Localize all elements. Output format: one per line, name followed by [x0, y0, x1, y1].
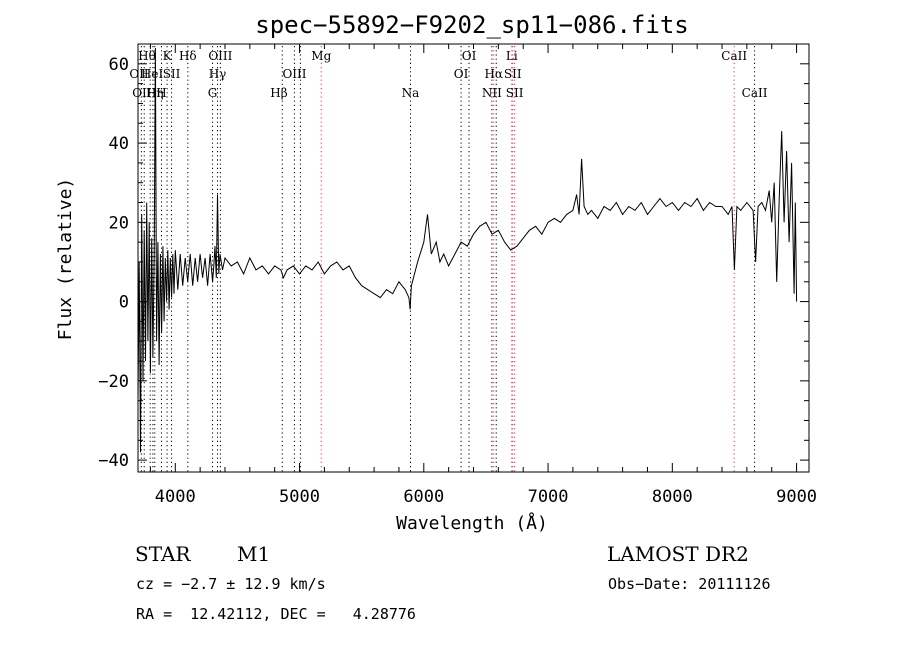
spectral-line-label: CaII	[742, 86, 768, 100]
spectral-line-label: SII	[504, 67, 522, 81]
spectral-line-label: G	[208, 86, 218, 100]
spectral-line-label: Na	[402, 86, 420, 100]
spectral-line-label: CaII	[721, 49, 747, 63]
x-tick-label: 5000	[279, 487, 320, 507]
y-tick-label: 40	[109, 134, 129, 154]
redshift-text: cz = −2.7 ± 12.9 km/s	[136, 575, 326, 593]
x-tick-label: 4000	[155, 487, 196, 507]
y-tick-label: 0	[119, 293, 129, 313]
spectral-line-label: Hα	[484, 67, 503, 81]
chart-title: spec−55892−F9202_sp11−086.fits	[255, 11, 688, 39]
spectral-line-label: NII	[482, 86, 502, 100]
class-label: STAR	[135, 542, 191, 566]
x-tick-label: 6000	[403, 487, 444, 507]
spectral-line-label: OI	[462, 49, 477, 63]
y-axis-label: Flux (relative)	[55, 178, 76, 341]
spectral-line-label: Hγ	[209, 67, 227, 81]
obs-date-text: Obs−Date: 20111126	[608, 575, 771, 593]
x-tick-label: 9000	[776, 487, 817, 507]
spectral-line-label: OIII	[208, 49, 232, 63]
spectral-line-label: OII	[129, 67, 149, 81]
subclass-label: M1	[237, 542, 271, 566]
y-tick-label: 60	[109, 55, 129, 75]
y-tick-label: 20	[109, 213, 129, 233]
y-tick-label: −20	[98, 372, 129, 392]
spectral-line-label: OII	[132, 86, 152, 100]
spectral-line-label: HeI	[141, 67, 164, 81]
spectral-line-label: SII	[163, 67, 181, 81]
y-tick-label: −40	[98, 451, 129, 471]
spectral-line-label: H	[156, 86, 166, 100]
spectral-line-label: OI	[454, 67, 469, 81]
spectral-line-label: Hδ	[179, 49, 197, 63]
spectral-line-label: Hθ	[138, 49, 156, 63]
spectrum-line	[137, 47, 798, 453]
x-tick-label: 8000	[652, 487, 693, 507]
spectral-line-label: Mg	[311, 49, 331, 63]
spectral-line-label: Li	[506, 49, 518, 63]
spectrum-chart: spec−55892−F9202_sp11−086.fits OII OII Hθ H…	[55, 11, 817, 534]
ra-dec-text: RA = 12.42112, DEC = 4.28776	[136, 605, 416, 623]
spectral-line-label: K	[163, 49, 173, 63]
spectral-line-label: SII	[506, 86, 524, 100]
x-axis-label: Wavelength (Å)	[396, 512, 548, 534]
survey-label: LAMOST DR2	[607, 542, 749, 566]
spectral-line-label: Hβ	[270, 86, 287, 100]
plot-frame	[137, 43, 810, 473]
x-tick-label: 7000	[528, 487, 569, 507]
spectral-line-label: OIII	[282, 67, 306, 81]
